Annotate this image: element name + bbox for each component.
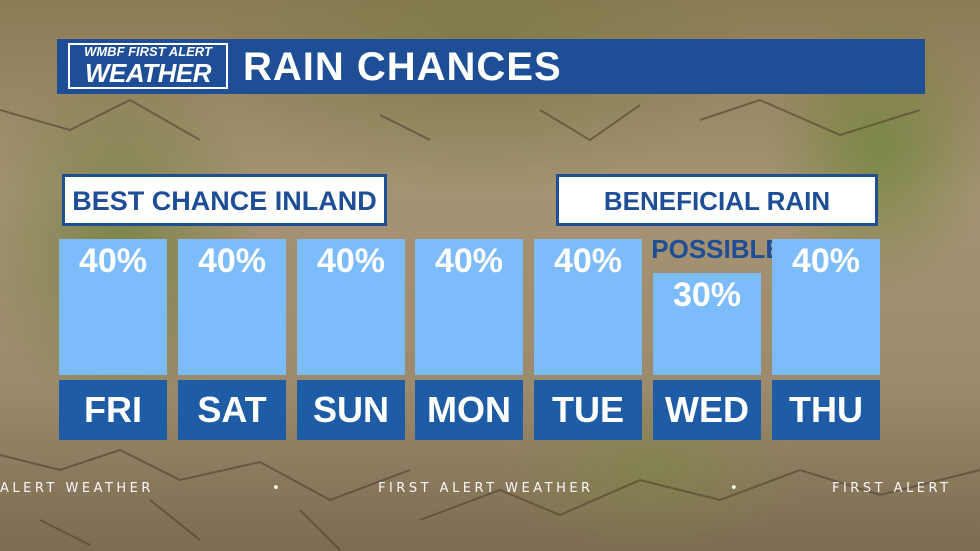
day-label-thu: THU xyxy=(772,380,880,440)
ticker-text: FIRST ALERT xyxy=(832,481,952,496)
callout-best-chance-inland: BEST CHANCE INLAND xyxy=(62,174,387,226)
station-logo: WMBF FIRST ALERT WEATHER xyxy=(68,43,228,91)
rain-bar-value-sat: 40% xyxy=(197,242,267,280)
ticker-text: ALERT WEATHER xyxy=(0,481,154,496)
page-title: RAIN CHANCES xyxy=(243,45,562,89)
day-label-mon: MON xyxy=(415,380,523,440)
day-label-sat: SAT xyxy=(178,380,286,440)
ticker-dot: • xyxy=(730,481,742,496)
rain-bar-wed: 30% xyxy=(653,273,761,375)
day-label-sun: SUN xyxy=(297,380,405,440)
rain-bar-tue: 40% xyxy=(534,239,642,375)
day-label-tue: TUE xyxy=(534,380,642,440)
day-label-wed: WED xyxy=(653,380,761,440)
rain-bar-fri: 40% xyxy=(59,239,167,375)
rain-bar-mon: 40% xyxy=(415,239,523,375)
rain-bar-value-fri: 40% xyxy=(78,242,148,280)
day-label-fri: FRI xyxy=(59,380,167,440)
rain-bar-value-wed: 30% xyxy=(672,276,742,314)
rain-bar-value-tue: 40% xyxy=(553,242,623,280)
rain-bar-thu: 40% xyxy=(772,239,880,375)
rain-bar-value-sun: 40% xyxy=(316,242,386,280)
logo-line-2: WEATHER xyxy=(68,59,228,89)
callout-beneficial-rain: BENEFICIAL RAIN POSSIBLE xyxy=(556,174,878,264)
ticker-dot: • xyxy=(272,481,284,496)
rain-bar-value-thu: 40% xyxy=(791,242,861,280)
ticker-text: FIRST ALERT WEATHER xyxy=(378,481,594,496)
rain-bar-value-mon: 40% xyxy=(434,242,504,280)
rain-bar-sat: 40% xyxy=(178,239,286,375)
rain-bar-sun: 40% xyxy=(297,239,405,375)
